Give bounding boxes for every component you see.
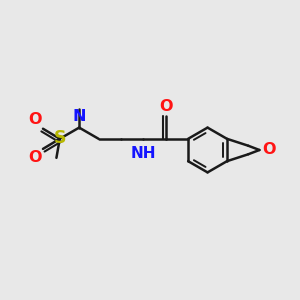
Text: O: O — [28, 112, 41, 127]
Text: O: O — [262, 142, 276, 158]
Text: S: S — [53, 129, 66, 147]
Text: O: O — [160, 99, 173, 114]
Text: O: O — [28, 150, 41, 165]
Text: N: N — [72, 110, 86, 124]
Text: NH: NH — [130, 146, 156, 160]
